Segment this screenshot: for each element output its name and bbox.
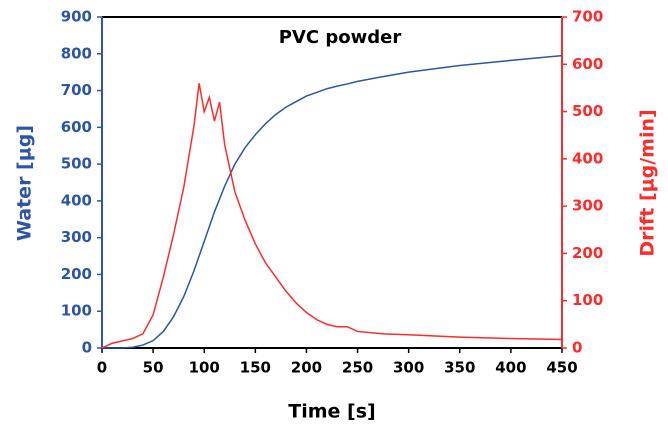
y2-axis-label: Drift [µg/min] <box>637 109 659 256</box>
y2-tick-label: 500 <box>572 102 603 120</box>
series-line <box>101 83 563 349</box>
x-axis-label: Time [s] <box>288 401 375 423</box>
x-tick-label: 450 <box>546 359 577 377</box>
chart-title: PVC powder <box>279 27 402 48</box>
y2-tick-label: 700 <box>572 8 603 26</box>
y2-tick-label: 0 <box>572 339 582 357</box>
x-tick-label: 300 <box>393 359 424 377</box>
y-tick-label: 200 <box>61 265 92 283</box>
y2-tick-label: 100 <box>572 291 603 309</box>
x-tick-label: 0 <box>97 359 107 377</box>
x-tick-label: 150 <box>240 359 271 377</box>
y-tick-label: 300 <box>61 228 92 246</box>
y-tick-label: 100 <box>61 302 92 320</box>
x-tick-label: 250 <box>342 359 373 377</box>
x-tick-label: 50 <box>143 359 164 377</box>
y-tick-label: 500 <box>61 155 92 173</box>
y-tick-label: 400 <box>61 191 92 209</box>
y-tick-label: 0 <box>82 339 92 357</box>
x-tick-label: 200 <box>291 359 322 377</box>
y2-tick-label: 600 <box>572 55 603 73</box>
y-tick-label: 800 <box>61 44 92 62</box>
y2-tick-label: 300 <box>572 197 603 215</box>
x-tick-label: 350 <box>444 359 475 377</box>
y-tick-label: 900 <box>61 8 92 26</box>
y-tick-label: 600 <box>61 118 92 136</box>
y2-tick-label: 400 <box>572 149 603 167</box>
y2-tick-label: 200 <box>572 244 603 262</box>
y-tick-label: 700 <box>61 81 92 99</box>
x-tick-label: 400 <box>495 359 526 377</box>
x-tick-label: 100 <box>189 359 220 377</box>
series-line <box>102 54 563 349</box>
y-axis-label: Water [µg] <box>14 125 36 241</box>
